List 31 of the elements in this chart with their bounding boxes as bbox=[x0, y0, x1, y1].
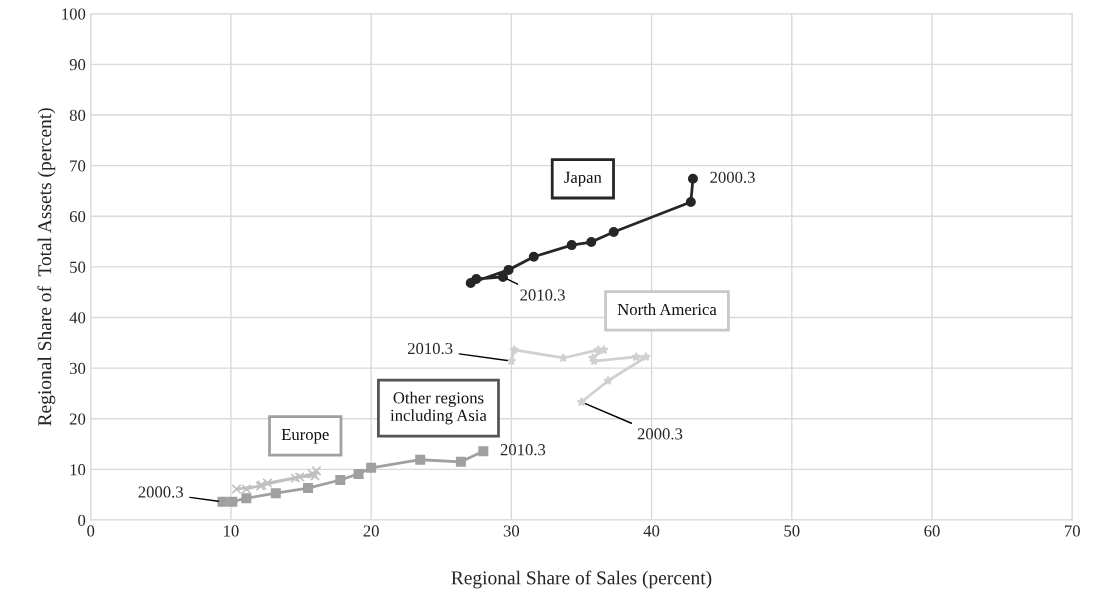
y-tick-label: 0 bbox=[78, 514, 86, 526]
annotation: 2010.3 bbox=[407, 342, 453, 355]
x-tick-label: 50 bbox=[784, 525, 800, 537]
y-tick-label: 10 bbox=[70, 464, 86, 476]
y-tick-label: 70 bbox=[70, 160, 86, 172]
annotation: 2000.3 bbox=[138, 486, 183, 498]
x-tick-label: 0 bbox=[87, 525, 95, 537]
y-tick-label: 100 bbox=[62, 8, 86, 20]
text: Japan bbox=[564, 171, 602, 187]
x-tick-label: 30 bbox=[503, 525, 520, 537]
y-tick-label: 40 bbox=[69, 312, 86, 324]
x-axis-title: Regional Share of Sales (percent) bbox=[451, 570, 712, 589]
x-tick-label: 60 bbox=[924, 525, 940, 537]
annotation: 2000.3 bbox=[637, 428, 683, 440]
x-tick-label: 20 bbox=[363, 525, 379, 537]
annotation: 2010.3 bbox=[520, 289, 565, 301]
x-tick-label: 10 bbox=[224, 525, 239, 537]
text: North America bbox=[617, 303, 717, 316]
x-tick-label: 40 bbox=[643, 525, 660, 537]
x-tick-label: 70 bbox=[1065, 525, 1080, 537]
series-label: Other regions including Asia bbox=[390, 391, 487, 425]
annotation: 2000.3 bbox=[710, 171, 755, 184]
series-label: Europe bbox=[281, 429, 329, 444]
y-tick-label: 60 bbox=[69, 210, 86, 223]
y-axis-title: Regional Share of Total Assets (percent) bbox=[37, 108, 56, 426]
y-tick-label: 50 bbox=[70, 261, 86, 273]
y-tick-label: 20 bbox=[69, 413, 86, 425]
y-tick-label: 90 bbox=[69, 59, 86, 71]
y-tick-label: 80 bbox=[69, 109, 86, 121]
annotation: 2010.3 bbox=[500, 444, 546, 456]
y-tick-label: 30 bbox=[69, 362, 86, 375]
